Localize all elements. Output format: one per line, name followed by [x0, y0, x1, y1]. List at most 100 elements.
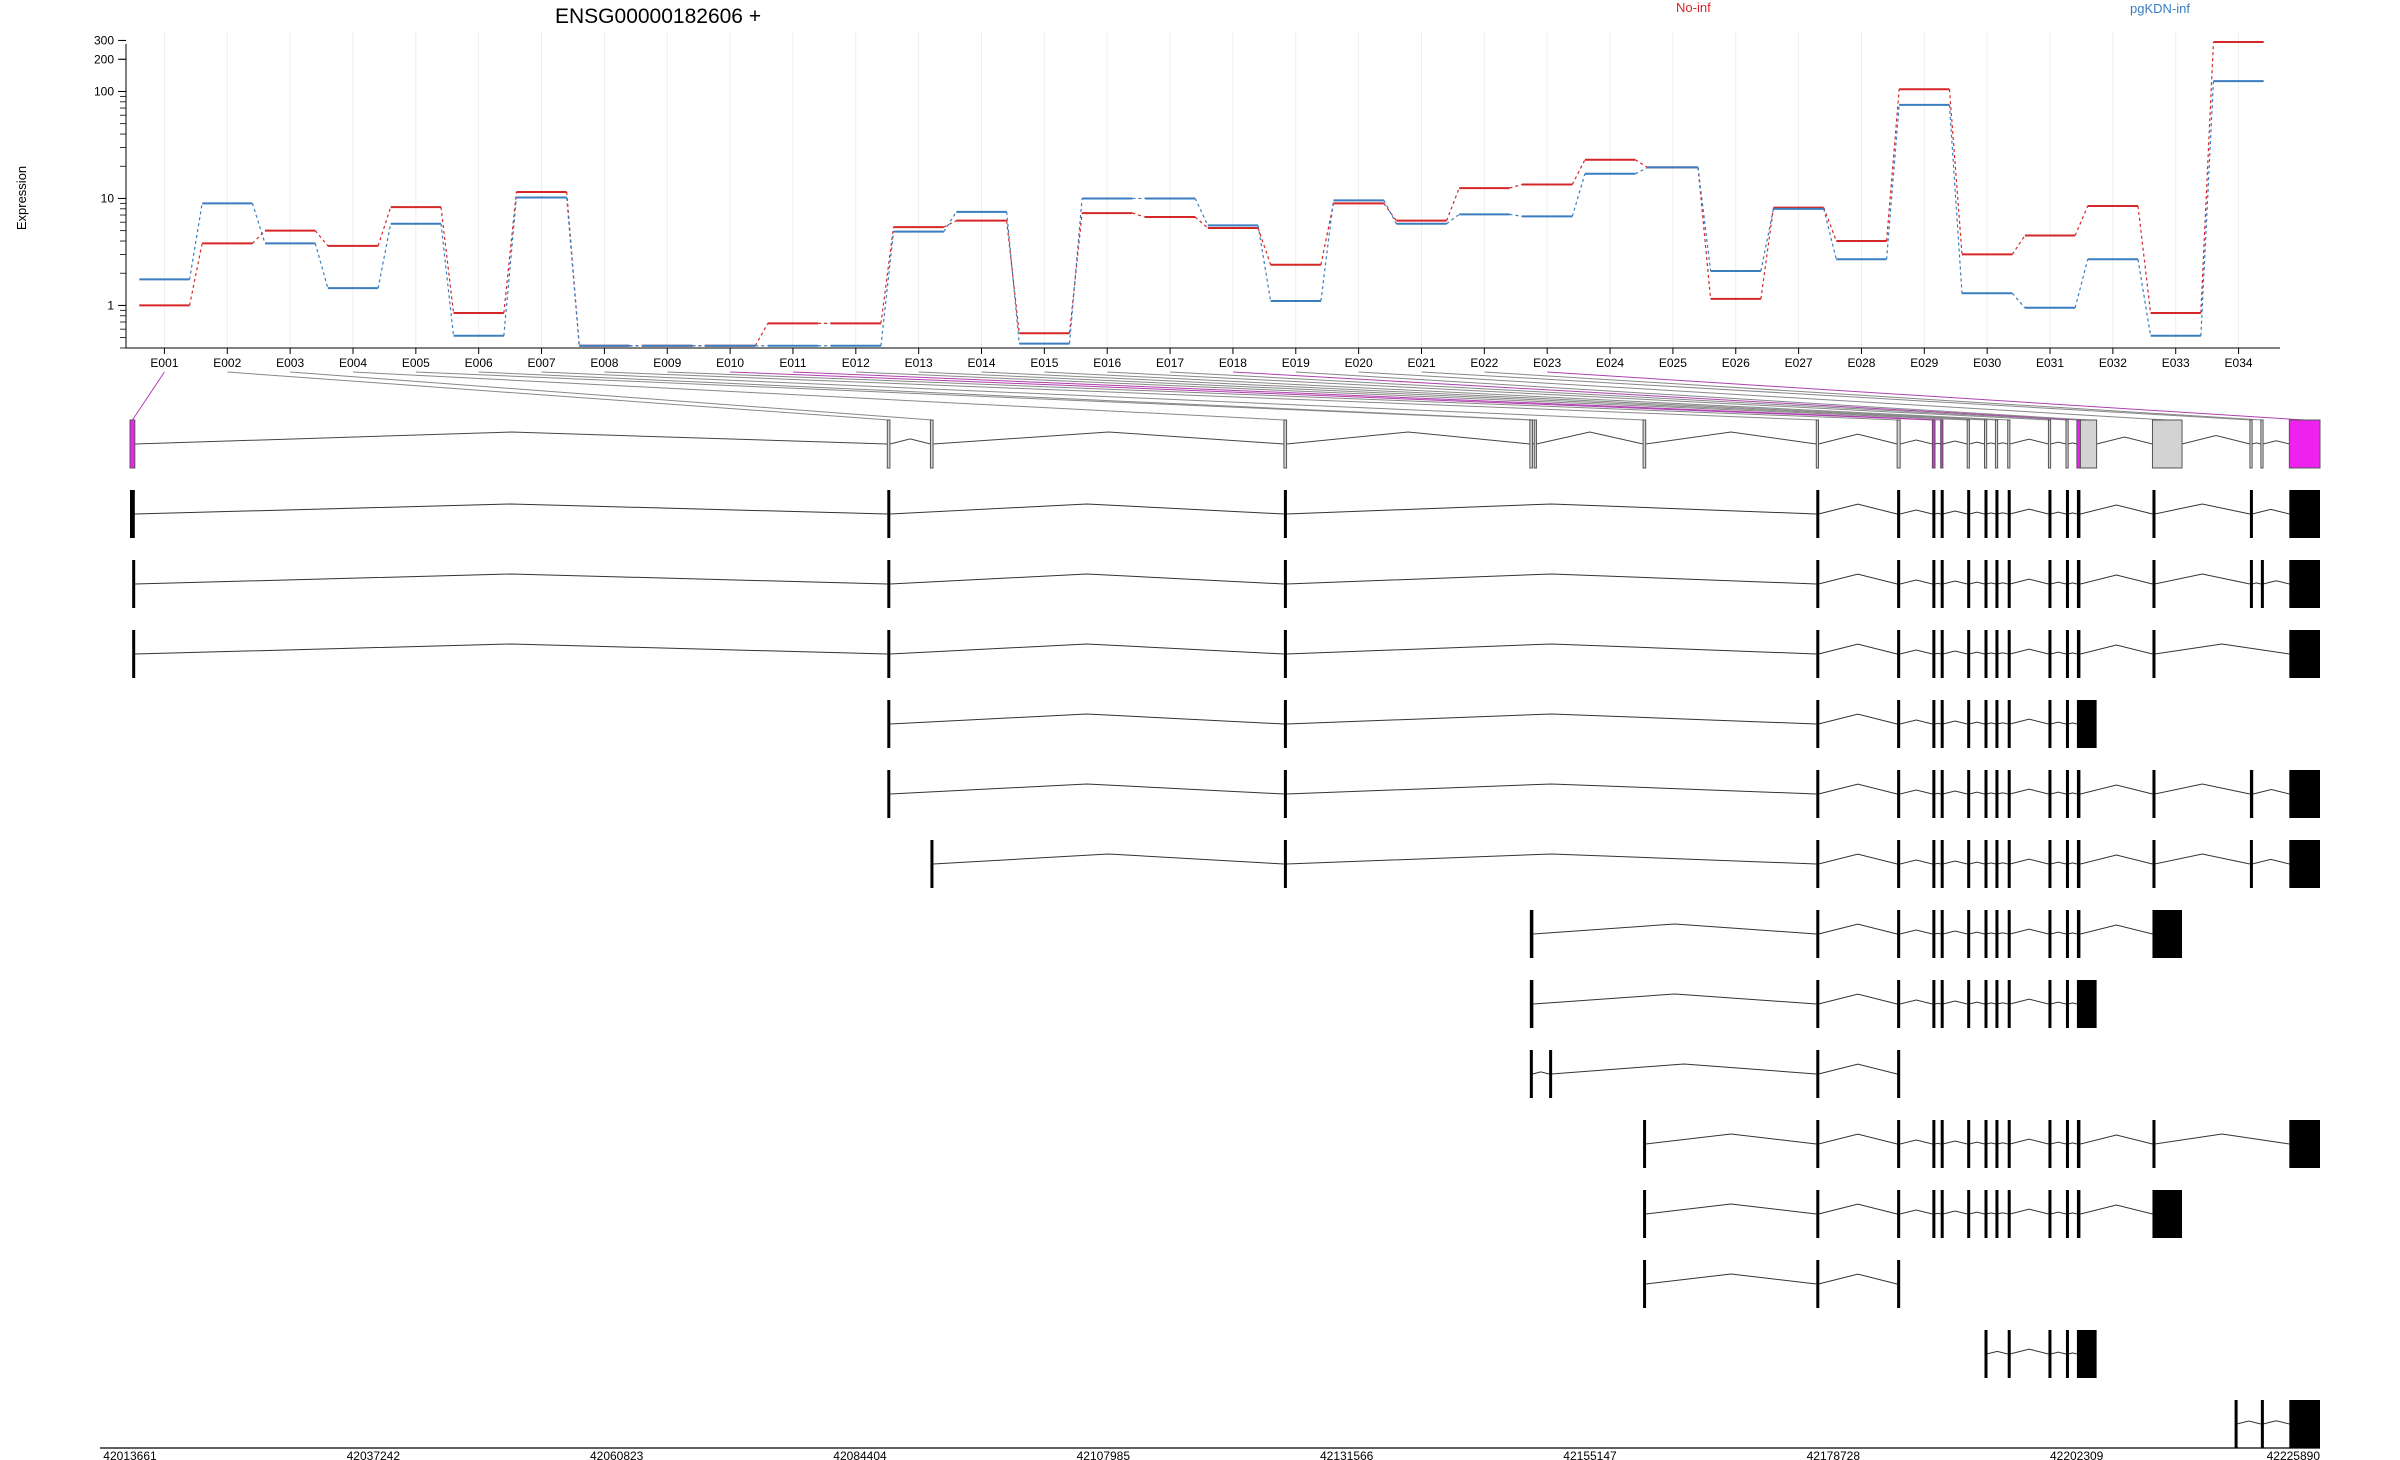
series-connector: [1948, 89, 1963, 255]
exon: [2065, 910, 2069, 958]
exon: [1967, 840, 1971, 888]
intron-line: [2262, 1420, 2290, 1425]
intron-line: [2009, 788, 2049, 795]
intron-line: [2154, 643, 2290, 655]
series-connector: [1257, 225, 1272, 302]
genomic-tick-label: 42131566: [1320, 1449, 1374, 1460]
intron-line: [2050, 1211, 2067, 1215]
exon: [1816, 1260, 1820, 1308]
intron-line: [1286, 783, 1817, 795]
series-connector: [2137, 259, 2152, 336]
intron-line: [1286, 713, 1817, 725]
exon-connector: [918, 371, 1986, 421]
exon: [1816, 910, 1820, 958]
series-connector: [503, 197, 518, 336]
exon: [130, 490, 135, 538]
intron-line: [2068, 792, 2078, 795]
x-tick-label: E006: [465, 356, 493, 370]
intron-line: [1997, 862, 2008, 865]
x-tick-label: E004: [339, 356, 367, 370]
exon: [1995, 490, 1999, 538]
exon: [1967, 980, 1971, 1028]
exon: [1816, 1190, 1820, 1238]
exon: [1283, 770, 1287, 818]
exon: [2065, 980, 2069, 1028]
exon: [2076, 490, 2081, 538]
exon: [1932, 1190, 1936, 1238]
genomic-tick-label: 42202309: [2050, 1449, 2104, 1460]
intron-line: [2050, 581, 2067, 585]
series-connector: [880, 231, 895, 346]
transcript-6: [930, 840, 2320, 888]
intron-line: [1934, 1142, 1941, 1145]
intron-line: [1818, 1063, 1898, 1075]
series-connector: [1885, 89, 1900, 242]
x-tick-label: E009: [653, 356, 681, 370]
exon: [2260, 560, 2264, 608]
series-connector: [1257, 227, 1272, 265]
exon-bin: [886, 419, 891, 469]
series-connector: [440, 223, 455, 336]
exon: [2007, 560, 2011, 608]
intron-line: [1934, 652, 1941, 655]
exon: [1932, 1120, 1936, 1168]
intron-line: [2009, 998, 2049, 1005]
intron-line: [933, 853, 1284, 865]
x-tick-label: E034: [2225, 356, 2253, 370]
intron-line: [1818, 1273, 1898, 1285]
intron-line: [2253, 788, 2290, 795]
intron-line: [1818, 643, 1898, 655]
intron-line: [1645, 1203, 1817, 1215]
exon: [1897, 1190, 1901, 1238]
x-tick-label: E002: [213, 356, 241, 370]
intron-line: [1942, 650, 1968, 655]
transcript-9: [1529, 1050, 1901, 1098]
exon: [2289, 840, 2320, 888]
series-connector: [2200, 41, 2215, 314]
exon-connector: [1295, 371, 2089, 421]
intron-line: [1986, 1142, 1996, 1145]
exon-bin: [1983, 419, 1988, 469]
intron-line: [1997, 442, 2008, 445]
exon-bin: [2007, 419, 2011, 469]
exon-connector: [1358, 371, 2168, 421]
series-connector: [754, 323, 769, 347]
intron-line: [2154, 573, 2251, 585]
series-connector: [566, 197, 580, 346]
intron-line: [2154, 1133, 2290, 1145]
exon: [1283, 840, 1287, 888]
intron-line: [1818, 1133, 1898, 1145]
exon: [1816, 1050, 1820, 1098]
x-tick-label: E001: [150, 356, 178, 370]
series-connector: [377, 206, 392, 247]
transcript-3: [132, 630, 2320, 678]
exon: [2007, 1120, 2011, 1168]
exon: [1940, 490, 1944, 538]
exon: [1940, 980, 1944, 1028]
exon: [1967, 1190, 1971, 1238]
exon: [1940, 770, 1944, 818]
exon: [1897, 700, 1901, 748]
exon: [1529, 910, 1534, 958]
series-connector: [188, 203, 203, 280]
intron-line: [1818, 783, 1898, 795]
genomic-tick-label: 42084404: [833, 1449, 887, 1460]
exon-bin: [129, 419, 136, 469]
exon: [1897, 560, 1901, 608]
genomic-tick-label: 42060823: [590, 1449, 644, 1460]
intron-line: [1934, 1212, 1941, 1215]
intron-line: [1986, 1212, 1996, 1215]
exon-bin: [1529, 419, 1533, 469]
exon: [1816, 490, 1820, 538]
exon: [1897, 630, 1901, 678]
series-connector: [1068, 198, 1083, 344]
intron-line: [2080, 644, 2153, 655]
intron-line: [2009, 718, 2049, 725]
transcript-5: [887, 770, 2320, 818]
intron-line: [2181, 434, 2251, 445]
exon: [2048, 980, 2052, 1028]
series-connector: [1823, 207, 1837, 242]
intron-line: [1900, 929, 1933, 935]
exon: [2007, 980, 2011, 1028]
exon-connector: [1044, 371, 2009, 421]
